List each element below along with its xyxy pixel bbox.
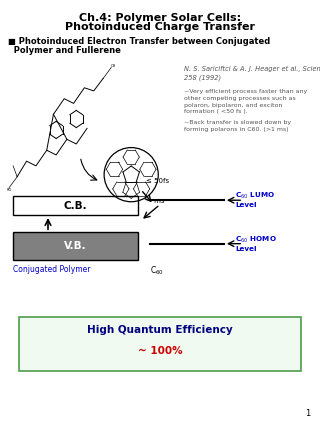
Text: Level: Level	[235, 246, 257, 252]
Text: ≤ 50fs: ≤ 50fs	[146, 178, 169, 184]
Text: Conjugated Polymer: Conjugated Polymer	[13, 265, 90, 274]
Text: 1: 1	[305, 409, 310, 418]
Text: ~Very efficient process faster than any
other competing processes such as
polaro: ~Very efficient process faster than any …	[184, 89, 307, 114]
Text: RO: RO	[6, 188, 12, 192]
Text: Level: Level	[235, 202, 257, 208]
Text: Polymer and Fullerene: Polymer and Fullerene	[8, 46, 121, 55]
FancyBboxPatch shape	[13, 196, 138, 215]
Text: C.B.: C.B.	[63, 201, 87, 210]
Text: C$_{60}$ HOMO: C$_{60}$ HOMO	[235, 234, 277, 245]
Text: V.B.: V.B.	[64, 241, 86, 251]
Text: Ch.4: Polymer Solar Cells:: Ch.4: Polymer Solar Cells:	[79, 13, 241, 23]
Text: ■ Photoinduced Electron Transfer between Conjugated: ■ Photoinduced Electron Transfer between…	[8, 37, 270, 46]
Text: Photoinduced Charge Transfer: Photoinduced Charge Transfer	[65, 22, 255, 32]
Text: ~ ms: ~ ms	[146, 199, 164, 204]
Text: ~Back transfer is slowed down by
forming polarons in C60. (>1 ms): ~Back transfer is slowed down by forming…	[184, 120, 291, 132]
Text: OR: OR	[111, 64, 116, 69]
Bar	[19, 317, 301, 371]
Text: High Quantum Efficiency: High Quantum Efficiency	[87, 325, 233, 335]
Text: C$_{60}$ LUMO: C$_{60}$ LUMO	[235, 191, 275, 201]
Text: C$_{60}$: C$_{60}$	[150, 265, 164, 277]
FancyBboxPatch shape	[13, 232, 138, 260]
Text: ~ 100%: ~ 100%	[138, 346, 182, 356]
Text: N. S. Sariciftci & A. J. Heager et al., Science
258 (1992): N. S. Sariciftci & A. J. Heager et al., …	[184, 66, 320, 81]
